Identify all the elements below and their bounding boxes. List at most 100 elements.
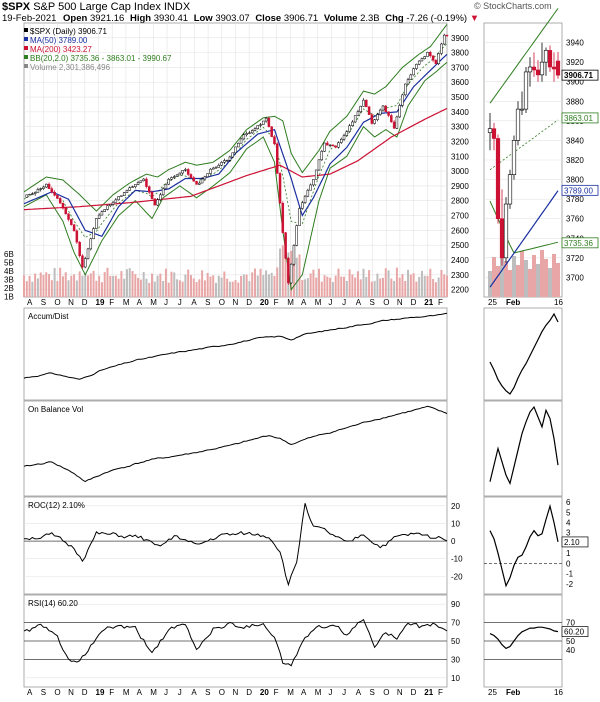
volume-bar [95,280,98,297]
price-xtick-label: A [137,298,143,307]
obv-panel-label: On Balance Vol [28,405,83,414]
volume-bar [148,282,151,297]
volume-bar [234,280,237,297]
candle-body [228,156,232,161]
bottom-xtick-label: O [219,688,225,697]
volume-bar [217,275,220,297]
volume-bar [398,277,401,297]
volume-bar [384,268,387,297]
zoom-candle-body [491,128,497,139]
volume-bar [354,277,357,297]
legend-entry: MA(50) 3789.00 [30,36,88,45]
candle-body [367,106,371,115]
zoom-candle-body [535,69,541,76]
zoom-candle-body [515,108,521,141]
candle-body [359,106,362,113]
volume-bar [114,275,117,297]
bottom-xtick-label: M [315,688,322,697]
candle-body [395,116,399,129]
zoom-volume-bar [544,259,548,297]
candle-body [345,131,349,136]
price-ytick-label: 3100 [451,152,469,161]
candle-body [181,170,184,174]
zoom-ma50 [489,190,559,288]
candle-body [81,255,84,268]
candle-body [234,146,237,154]
candle-body [331,144,335,147]
candle-body [156,199,159,206]
candle-body [56,195,59,199]
roc-zoom-value-label: 2.10 [564,538,580,547]
price-xtick-label: N [233,298,239,307]
volume-bar [209,276,212,297]
candle-body [64,207,67,215]
candle-body [267,117,271,127]
volume-label: Volume [323,13,358,24]
candle-body [211,167,215,170]
candle-body [122,192,126,196]
roc-line [24,503,448,587]
zoom-volume-bar [488,271,492,297]
volume-bar [153,281,156,297]
volume-bar [23,275,25,297]
candle-body [298,208,301,226]
volume-bar [317,268,320,297]
price-xtick-label: J [328,298,332,307]
zoom-candle-body [539,61,545,76]
candle-body [253,128,257,131]
zoom-candle-body [495,138,501,220]
zoom-candle-body [523,71,529,110]
volume-bar [220,277,223,297]
index-name: S&P 500 Large Cap Index INDX [33,1,191,13]
candle-body [378,109,382,115]
price-xtick-label: S [370,298,375,307]
zoom-candle-body [531,66,537,71]
candle-body [58,198,62,204]
zoom-value-label: 3735.36 [564,239,593,248]
candle-body [170,177,173,180]
candle-body [312,179,315,186]
price-ytick-label: 3900 [451,34,469,43]
candle-body [381,105,385,111]
price-xtick-label: M [315,298,322,307]
volume-ytick-label: 3B [4,276,14,285]
candle-body [431,55,435,61]
zoom-ytick-label: 3840 [566,136,584,145]
zoom-value-label: 3863.01 [564,114,593,123]
volume-bar [184,274,187,297]
candle-body [139,180,143,183]
volume-bar [418,276,421,297]
roc-zoom-ytick-label: 5 [566,508,571,517]
zoom-volume-bar [512,256,516,297]
zoom-volume-bar [548,268,552,297]
price-ytick-label: 3700 [451,63,469,72]
volume-bar [195,281,198,297]
candle-body [184,169,187,171]
bottom-xtick-label: J [164,688,168,697]
price-ytick-label: 2400 [451,256,469,265]
rsi-zoom-value-label: 60.20 [564,628,585,637]
volume-bar [390,278,393,297]
volume-bar [61,276,64,297]
volume-bar [343,276,346,297]
legend-entry: Volume 2,301,386,496 [30,63,111,72]
bottom-xtick-label: 19 [96,688,105,697]
volume-bar [81,275,84,297]
zoom-volume-bar [496,266,500,297]
volume-bar [189,275,192,297]
bb-lower-line [23,61,448,291]
volume-bar [131,271,134,297]
candle-body [370,114,374,124]
volume-bar [273,275,276,297]
candle-body [78,241,81,257]
volume-bar [315,277,318,297]
price-xtick-label: D [246,298,252,307]
zoom-candle-body [551,66,557,70]
volume-bar [265,270,268,297]
chg-value: -7.26 (-0.19%) [406,13,468,24]
volume-bar [362,268,365,297]
candle-body [412,68,415,76]
volume-bar [100,282,103,297]
volume-bar [39,272,42,297]
